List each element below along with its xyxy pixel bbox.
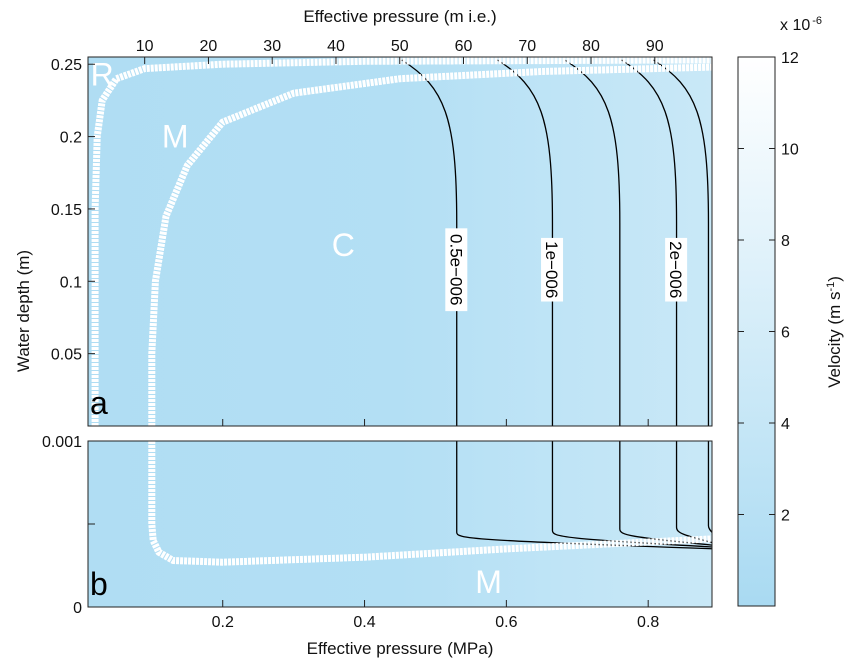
regime-boundary [148,63,712,426]
svg-text:0.5e−006: 0.5e−006 [446,234,465,305]
contour-line [551,441,712,548]
panel-a-letter: a [90,385,108,421]
x-tick-label: 0.2 [212,614,234,631]
region-label: M [475,564,502,600]
top-x-tick-label: 10 [136,38,154,55]
region-label: M [162,119,189,155]
top-x-tick-label: 80 [582,38,600,55]
region-label: R [91,56,114,92]
contour-line [401,59,458,426]
colorbar-tick-label: 6 [781,325,790,342]
colorbar-tick-label: 4 [781,416,790,433]
svg-text:1e−006: 1e−006 [542,241,561,298]
region-label: C [332,227,355,263]
panel-b-y-tick-label: 0.001 [42,434,82,451]
x-tick-label: 0.8 [637,614,659,631]
top-x-tick-label: 90 [646,38,664,55]
colorbar: 2 4 6 8 10 12 x 10 -6 Velocity (m s-1) [737,15,844,607]
colorbar-tick-label: 12 [781,50,799,67]
contour-label: 0.5e−006 [445,228,468,312]
panel-b-y-tick-label: 0 [73,600,82,617]
top-x-axis-label: Effective pressure (m i.e.) [303,7,496,26]
x-tick-label: 0.4 [353,614,375,631]
top-x-tick-label: 30 [263,38,281,55]
contour-label: 2e−006 [665,237,688,302]
top-x-tick-label: 60 [455,38,473,55]
panel-b-letter: b [90,566,108,602]
colorbar-gradient [737,56,776,607]
panel-b-field [88,441,712,607]
colorbar-label: Velocity (m s-1) [825,276,844,388]
svg-text:2e−006: 2e−006 [666,241,685,298]
panel-a-y-tick-label: 0.1 [60,274,82,291]
contour-line [456,441,712,550]
contour-label: 1e−006 [541,237,564,302]
regime-boundary [148,441,712,566]
panel-a-y-tick-label: 0.2 [60,130,82,147]
top-x-tick-label: 50 [391,38,409,55]
regime-boundary [91,57,712,426]
top-x-tick-label: 40 [327,38,345,55]
panel-a-y-tick-label: 0.15 [51,202,82,219]
colorbar-tick-label: 2 [781,508,790,525]
colorbar-tick-label: 10 [781,142,799,159]
top-x-tick-label: 20 [200,38,218,55]
panel-b: M 0.2 0.4 0.6 0.8 0 0.001 b [42,434,713,631]
panel-a-y-tick-label: 0.05 [51,347,82,364]
y-axis-label: Water depth (m) [14,250,33,372]
x-axis-label: Effective pressure (MPa) [307,639,494,658]
x-tick-label: 0.6 [495,614,517,631]
panel-a-field [88,57,712,426]
top-x-tick-label: 70 [518,38,536,55]
panel-a: 0.5e−006 1e−006 2e−006 R M C 0.05 0.1 0.15 0.2 0… [51,38,713,427]
panel-a-y-tick-label: 0.25 [51,57,82,74]
colorbar-tick-label: 8 [781,233,790,250]
colorbar-multiplier: x 10 -6 [780,15,822,34]
